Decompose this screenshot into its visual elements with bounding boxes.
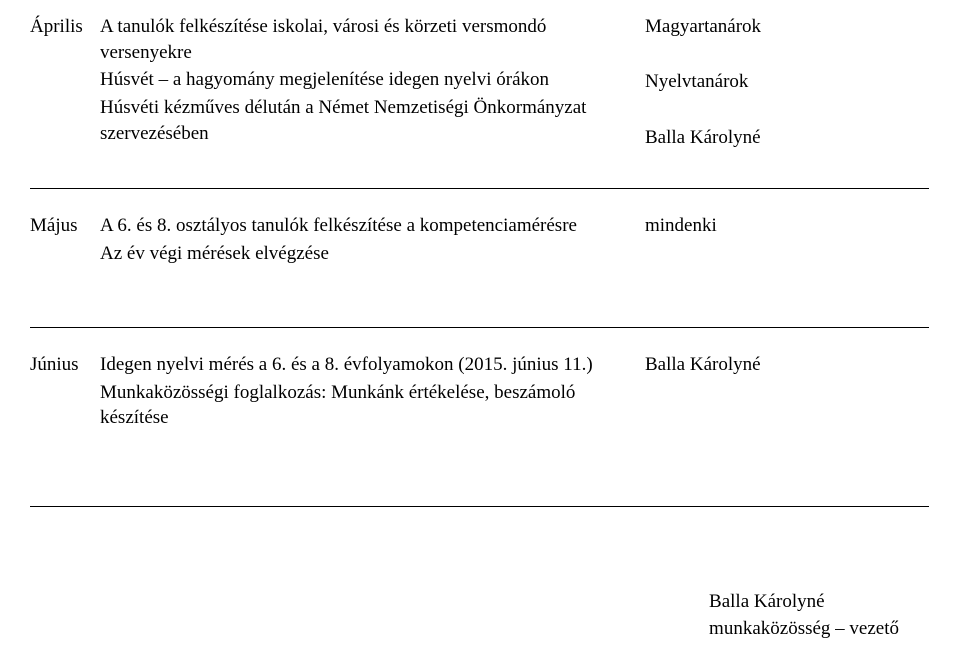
month-cell: Május xyxy=(0,207,100,241)
right-cell: Balla Károlyné xyxy=(645,346,895,380)
table-row: Április A tanulók felkészítése iskolai, … xyxy=(0,0,959,188)
right-cell: Magyartanárok Nyelvtanárok Balla Károlyn… xyxy=(645,8,895,152)
right-line xyxy=(645,42,895,68)
right-line: Balla Károlyné xyxy=(645,125,895,151)
page: Április A tanulók felkészítése iskolai, … xyxy=(0,0,959,662)
right-line xyxy=(645,97,895,123)
body-line: Húsvét – a hagyomány megjelenítése idege… xyxy=(100,67,625,93)
month-label: Április xyxy=(30,14,100,40)
body-line: A 6. és 8. osztályos tanulók felkészítés… xyxy=(100,213,625,239)
table-row: Június Idegen nyelvi mérés a 6. és a 8. … xyxy=(0,328,959,506)
footer-name: Balla Károlyné xyxy=(709,589,899,615)
body-line: A tanulók felkészítése iskolai, városi é… xyxy=(100,14,625,65)
body-line: Az év végi mérések elvégzése xyxy=(100,241,625,267)
right-line: Magyartanárok xyxy=(645,14,895,40)
right-line: Nyelvtanárok xyxy=(645,69,895,95)
month-label: Június xyxy=(30,352,100,378)
right-line: Balla Károlyné xyxy=(645,352,895,378)
body-line: Idegen nyelvi mérés a 6. és a 8. évfolya… xyxy=(100,352,625,378)
footer-role: munkaközösség – vezető xyxy=(709,616,899,642)
body-line: Húsvéti kézműves délután a Német Nemzeti… xyxy=(100,95,625,146)
right-line: mindenki xyxy=(645,213,895,239)
body-cell: Idegen nyelvi mérés a 6. és a 8. évfolya… xyxy=(100,346,645,433)
body-line: Munkaközösségi foglalkozás: Munkánk érté… xyxy=(100,380,625,431)
body-cell: A 6. és 8. osztályos tanulók felkészítés… xyxy=(100,207,645,268)
body-cell: A tanulók felkészítése iskolai, városi é… xyxy=(100,8,645,148)
right-cell: mindenki xyxy=(645,207,895,241)
footer-signature: Balla Károlyné munkaközösség – vezető xyxy=(709,589,899,644)
table-row: Május A 6. és 8. osztályos tanulók felké… xyxy=(0,189,959,327)
row-separator xyxy=(30,506,929,507)
month-cell: Április xyxy=(0,8,100,42)
month-cell: Június xyxy=(0,346,100,380)
month-label: Május xyxy=(30,213,100,239)
